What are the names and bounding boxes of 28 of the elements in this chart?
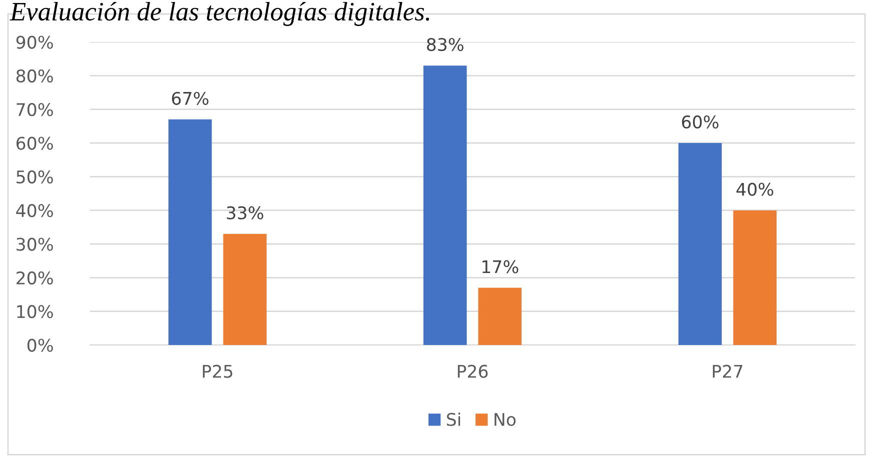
x-tick-label: P26 — [458, 364, 488, 378]
legend-label: Si — [446, 412, 460, 426]
y-tick-label: 30% — [16, 238, 53, 251]
bar — [423, 66, 467, 345]
y-tick-label: 80% — [16, 69, 53, 83]
y-tick-label: 90% — [16, 36, 53, 49]
x-tick-label: P25 — [202, 364, 232, 378]
y-tick-label: 50% — [16, 170, 53, 184]
y-tick-label: 10% — [17, 305, 53, 318]
y-tick-label: 20% — [16, 271, 53, 285]
data-label: 17% — [482, 260, 518, 274]
data-label: 67% — [172, 92, 208, 105]
data-label: 33% — [226, 206, 264, 220]
data-label: 83% — [426, 38, 464, 52]
y-tick-label: 70% — [16, 103, 53, 116]
y-tick-label: 60% — [16, 136, 53, 150]
y-tick-label: 0% — [27, 338, 53, 352]
bar — [478, 288, 522, 345]
bar — [733, 210, 777, 345]
data-label: 40% — [736, 182, 774, 196]
x-tick-label: P27 — [712, 364, 742, 378]
legend-label: No — [494, 413, 516, 426]
bar — [168, 119, 212, 345]
bar — [678, 143, 722, 345]
bar — [223, 234, 267, 345]
chart-title: Evaluación de las tecnologías digitales. — [10, 2, 430, 26]
data-label: 60% — [682, 115, 718, 129]
y-tick-label: 40% — [16, 204, 53, 218]
